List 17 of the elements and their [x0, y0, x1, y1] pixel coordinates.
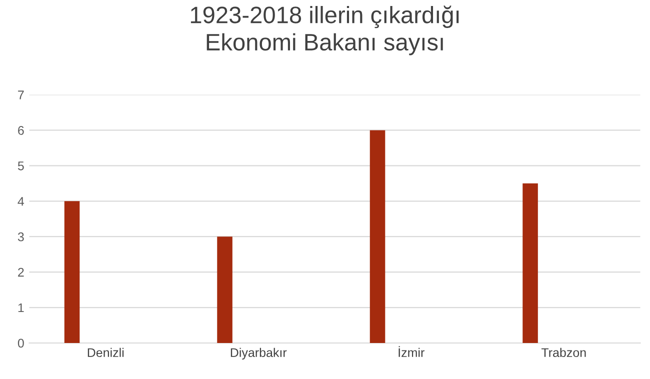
bar: [64, 201, 80, 343]
y-tick-label: 6: [18, 126, 24, 135]
chart-title: 1923-2018 illerin çıkardığı Ekonomi Bakanı sayısı: [190, 6, 459, 56]
y-tick-label: 4: [18, 197, 24, 206]
x-tick-label: İzmir: [398, 346, 424, 357]
y-tick-label: 2: [18, 268, 24, 277]
y-tick-label: 5: [18, 162, 24, 170]
x-tick-label: Denizli: [88, 348, 124, 358]
y-tick-label: 3: [18, 232, 24, 242]
bar: [217, 236, 232, 343]
y-tick-label: 7: [18, 90, 24, 100]
bar: [522, 183, 538, 343]
x-tick-label: Trabzon: [541, 348, 586, 358]
bar: [370, 130, 386, 343]
x-tick-label: Diyarbakır: [230, 348, 287, 360]
y-tick-label: 1: [18, 303, 24, 312]
y-tick-label: 0: [18, 338, 24, 348]
